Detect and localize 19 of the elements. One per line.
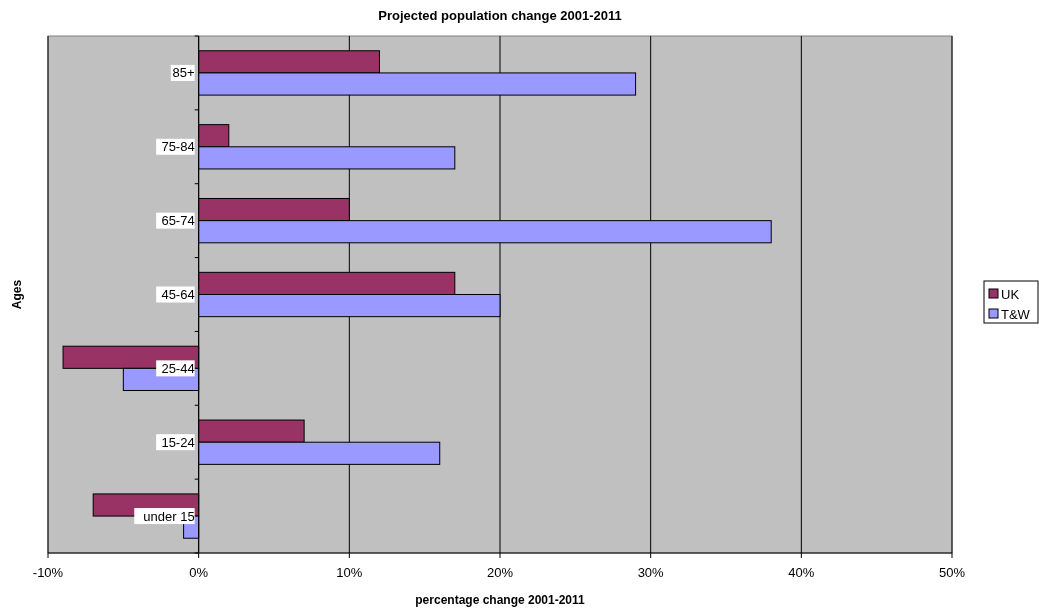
y-tick-label: 75-84 xyxy=(161,139,195,155)
y-tick-label: 15-24 xyxy=(161,434,195,450)
y-axis-title: Ages xyxy=(10,279,24,310)
y-tick-label: 65-74 xyxy=(161,213,195,229)
legend-label: T&W xyxy=(1001,306,1031,322)
x-tick-label: 10% xyxy=(336,565,363,580)
x-axis-title: percentage change 2001-2011 xyxy=(415,593,586,607)
y-tick-label: under 15 xyxy=(143,508,195,524)
y-tick-label: 85+ xyxy=(172,65,195,81)
x-tick-label: 40% xyxy=(788,565,815,580)
x-tick-label: -10% xyxy=(32,565,64,580)
x-tick-label: 30% xyxy=(637,565,665,580)
x-tick-label: 50% xyxy=(938,565,966,580)
y-tick-label: 25-44 xyxy=(161,360,195,376)
chart-title: Projected population change 2001-2011 xyxy=(378,8,622,23)
x-tick-label: 20% xyxy=(486,565,514,580)
legend-label: UK xyxy=(1001,286,1020,302)
x-tick-label: 0% xyxy=(189,565,209,580)
y-tick-label: 45-64 xyxy=(161,287,195,302)
